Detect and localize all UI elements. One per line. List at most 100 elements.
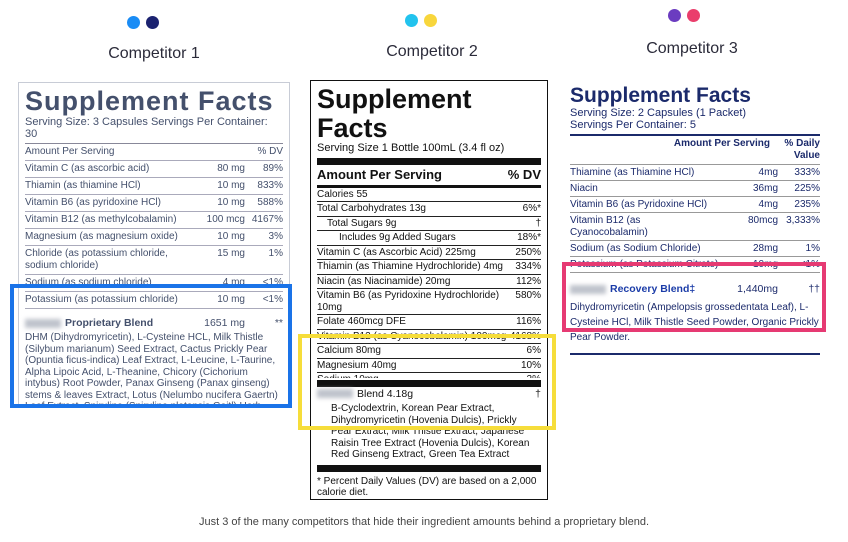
nutrient-dv: 6% [526, 345, 541, 356]
nutrient-amount: 80mcg [747, 214, 778, 226]
nutrient-dv: <1% [262, 277, 283, 288]
nutrient-name: Niacin (as Niacinamide) 20mg [317, 275, 451, 287]
nutrient-name: Thiamin (as thiamine HCl) [25, 180, 141, 191]
caption: Just 3 of the many competitors that hide… [198, 516, 650, 528]
serving-info: Serving Size: 3 Capsules Servings Per Co… [25, 116, 268, 140]
header-cell: Amount Per Serving [25, 146, 115, 157]
blend-ingredients: Dihydromyricetin (Ampelopsis grossedenta… [570, 300, 820, 355]
nutrient-dv: 89% [262, 163, 283, 174]
nutrient-name: Thiamin (as Thiamine Hydrochloride) 4mg [317, 261, 503, 272]
nutrient-row: Thiamin (as Thiamine Hydrochloride) 4mg 3… [317, 260, 541, 275]
nutrient-name: Calories 55 [317, 188, 368, 200]
nutrient-name: Calcium 80mg [317, 345, 381, 356]
table-header: Amount Per Serving % Daily Value [570, 138, 820, 165]
redacted-brand [25, 318, 61, 328]
nutrient-dv: 333% [794, 166, 820, 178]
nutrient-row: Thiamin (as thiamine HCl) 10 mg 833% [25, 178, 283, 195]
color-dot [687, 9, 700, 22]
blend-amount: 1651 mg [204, 317, 245, 329]
nutrient-dv: 116% [516, 316, 541, 327]
nutrient-dv: 588% [257, 197, 283, 208]
nutrient-amount: 10 mg [217, 197, 245, 208]
nutrient-dv: 4167% [251, 214, 283, 225]
nutrient-name: Total Sugars 9g [327, 217, 397, 229]
nutrient-row: Vitamin B12 (as methylcobalamin) 100 mcg 4… [25, 212, 283, 229]
nutrient-name: Sodium 10mg [317, 374, 507, 378]
divider [570, 134, 820, 136]
serving-info: Servings Per Container: 5 [570, 119, 696, 131]
nutrient-name: Vitamin B12 (as Cyanocobalamin) [570, 214, 648, 238]
nutrient-amount: 28mg [752, 242, 778, 254]
header-cell: % DV [257, 146, 283, 157]
color-dot [146, 16, 159, 29]
blend-row: Proprietary Blend 1651 mg ** [25, 317, 283, 329]
nutrient-name: Folate 460mcg DFE [317, 316, 406, 327]
highlight-box [562, 262, 826, 332]
nutrient-row: Vitamin B6 (as Pyridoxine HCl) 4mg 235% [570, 197, 820, 213]
color-dot [127, 16, 140, 29]
serving-info: Serving Size: 2 Capsules (1 Packet) [570, 107, 747, 119]
nutrient-amount: 4mg [758, 198, 778, 210]
header-cell: % DV [507, 166, 541, 182]
blend-row: Blend 4.18g † [317, 387, 541, 401]
panel-title: Supplement Facts [570, 84, 751, 107]
nutrient-row: Sodium 10mg2% [317, 373, 541, 378]
nutrient-dv: 6%* [522, 203, 541, 214]
color-dot [405, 14, 418, 27]
panel-title: Supplement Facts [25, 86, 274, 116]
nutrient-amount: 15 mg [217, 248, 245, 259]
blend-ingredients: B-Cyclodextrin, Korean Pear Extract, Dih… [317, 403, 541, 472]
color-dot [424, 14, 437, 27]
header-cell: Amount Per Serving [317, 166, 442, 182]
nutrient-row: Calcium 80mg 6% [317, 344, 541, 359]
nutrient-amount: 10 mg [217, 294, 245, 305]
footnote: * Percent Daily Values (DV) are based on… [317, 475, 537, 499]
nutrient-row: Vitamin B6 (as pyridoxine HCl) 10 mg 588% [25, 195, 283, 212]
nutrient-name: Magnesium 40mg [317, 359, 397, 371]
blend-dv: †† [808, 283, 820, 295]
highlight-box [10, 284, 292, 408]
blend-name-wrap: Recovery Blend‡ [570, 283, 718, 295]
supplement-facts-panel: Supplement Facts Serving Size: 2 Capsules… [564, 80, 826, 355]
nutrient-name: Thiamine (as Thiamine HCl) [570, 166, 695, 178]
color-dot [668, 9, 681, 22]
redacted-brand [570, 284, 606, 294]
nutrient-amount: 4 mg [222, 277, 245, 288]
blend-name: Blend 4.18g [357, 387, 414, 400]
nutrient-name: Vitamin C (as ascorbic acid) [25, 163, 150, 174]
serving-info: Serving Size 1 Bottle 100mL (3.4 fl oz) [317, 142, 505, 154]
nutrient-amount: 100 mcg [206, 214, 245, 225]
nutrient-row: Vitamin C (as Ascorbic Acid) 225mg 250% [317, 246, 541, 260]
nutrient-name: Vitamin B6 (as pyridoxine HCl) [25, 197, 161, 208]
nutrient-row: Niacin (as Niacinamide) 20mg 112% [317, 275, 541, 289]
nutrient-name: Includes 9g Added Sugars [339, 232, 456, 243]
nutrient-name: Sodium (as Sodium Chloride) [570, 242, 701, 254]
nutrient-name: Vitamin B6 (as Pyridoxine Hydrochloride)… [317, 290, 500, 313]
divider [317, 379, 541, 387]
nutrient-row: Vitamin C (as ascorbic acid) 80 mg 89% [25, 161, 283, 178]
nutrient-dv: 3% [268, 231, 283, 242]
nutrient-row: Magnesium 40mg 10% [317, 359, 541, 373]
nutrient-amount: 36mg [752, 182, 778, 194]
nutrient-dv: 2% [507, 374, 541, 378]
nutrient-dv: † [535, 217, 541, 229]
nutrient-dv: 235% [794, 198, 820, 210]
supplement-facts-panel: Supplement Facts Serving Size: 3 Capsules… [18, 82, 290, 408]
supplement-facts-panel: Supplement Facts Serving Size 1 Bottle 10… [310, 80, 548, 500]
divider [317, 157, 541, 165]
nutrient-row: Vitamin B6 (as Pyridoxine Hydrochloride)… [317, 289, 541, 315]
nutrient-amount: 10 mg [217, 180, 245, 191]
footnote: † Daily Value not established. [317, 499, 541, 500]
nutrient-dv: 250% [515, 246, 541, 258]
nutrient-row: Niacin 36mg 225% [570, 181, 820, 197]
blend-name-wrap: Blend 4.18g [317, 387, 447, 401]
divider [25, 143, 283, 144]
nutrient-dv: 1% [805, 242, 820, 254]
competitor-label: Competitor 2 [386, 43, 478, 60]
blend-dv: ** [274, 317, 283, 329]
nutrient-name: Total Carbohydrates 13g [317, 203, 426, 214]
nutrient-name: Vitamin B12 (as methylcobalamin) [25, 214, 177, 225]
blend-name: Proprietary Blend [65, 317, 154, 329]
nutrient-name: Chloride (as potassium chloride, sodium … [25, 248, 168, 271]
